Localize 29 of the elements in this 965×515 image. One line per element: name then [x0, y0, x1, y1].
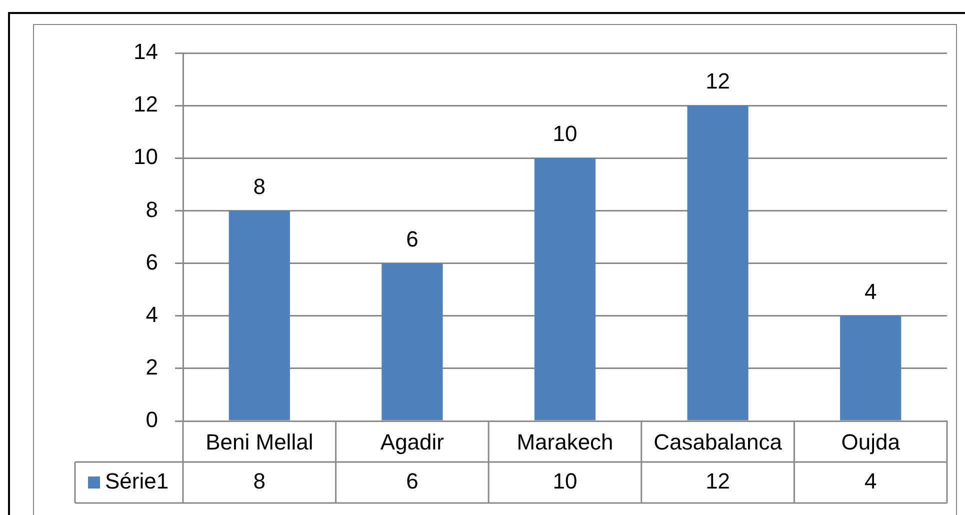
bar: [687, 106, 748, 420]
y-tick-label: 0: [146, 407, 158, 432]
data-label: 6: [406, 468, 418, 494]
bar: [840, 316, 902, 420]
annotation: 4: [864, 278, 877, 304]
bar: [534, 158, 596, 420]
x-tick-label: Beni Mellal: [206, 429, 314, 454]
y-tick-label: 8: [146, 196, 158, 222]
data-label: 8: [253, 468, 266, 494]
annotation: 12: [706, 68, 730, 94]
y-tick-label: 14: [134, 39, 158, 64]
legend-label: Série1: [105, 468, 169, 494]
y-tick-label: 6: [146, 249, 158, 274]
data-label: 12: [706, 468, 730, 494]
annotation: 10: [552, 121, 578, 146]
y-tick-label: 12: [134, 92, 158, 117]
bar: [382, 263, 443, 420]
bar: [228, 210, 290, 420]
y-tick-label: 10: [134, 144, 158, 170]
annotation: 6: [406, 226, 418, 252]
data-label: 4: [864, 468, 877, 494]
x-tick-label: Casabalanca: [654, 429, 783, 454]
y-tick-label: 4: [146, 302, 158, 327]
y-tick-label: 2: [146, 354, 158, 380]
annotation: 8: [253, 174, 266, 199]
x-tick-label: Agadir: [380, 429, 444, 454]
data-label: 10: [552, 468, 578, 494]
x-tick-label: Oujda: [841, 429, 901, 454]
x-tick-label: Marakech: [516, 429, 614, 454]
